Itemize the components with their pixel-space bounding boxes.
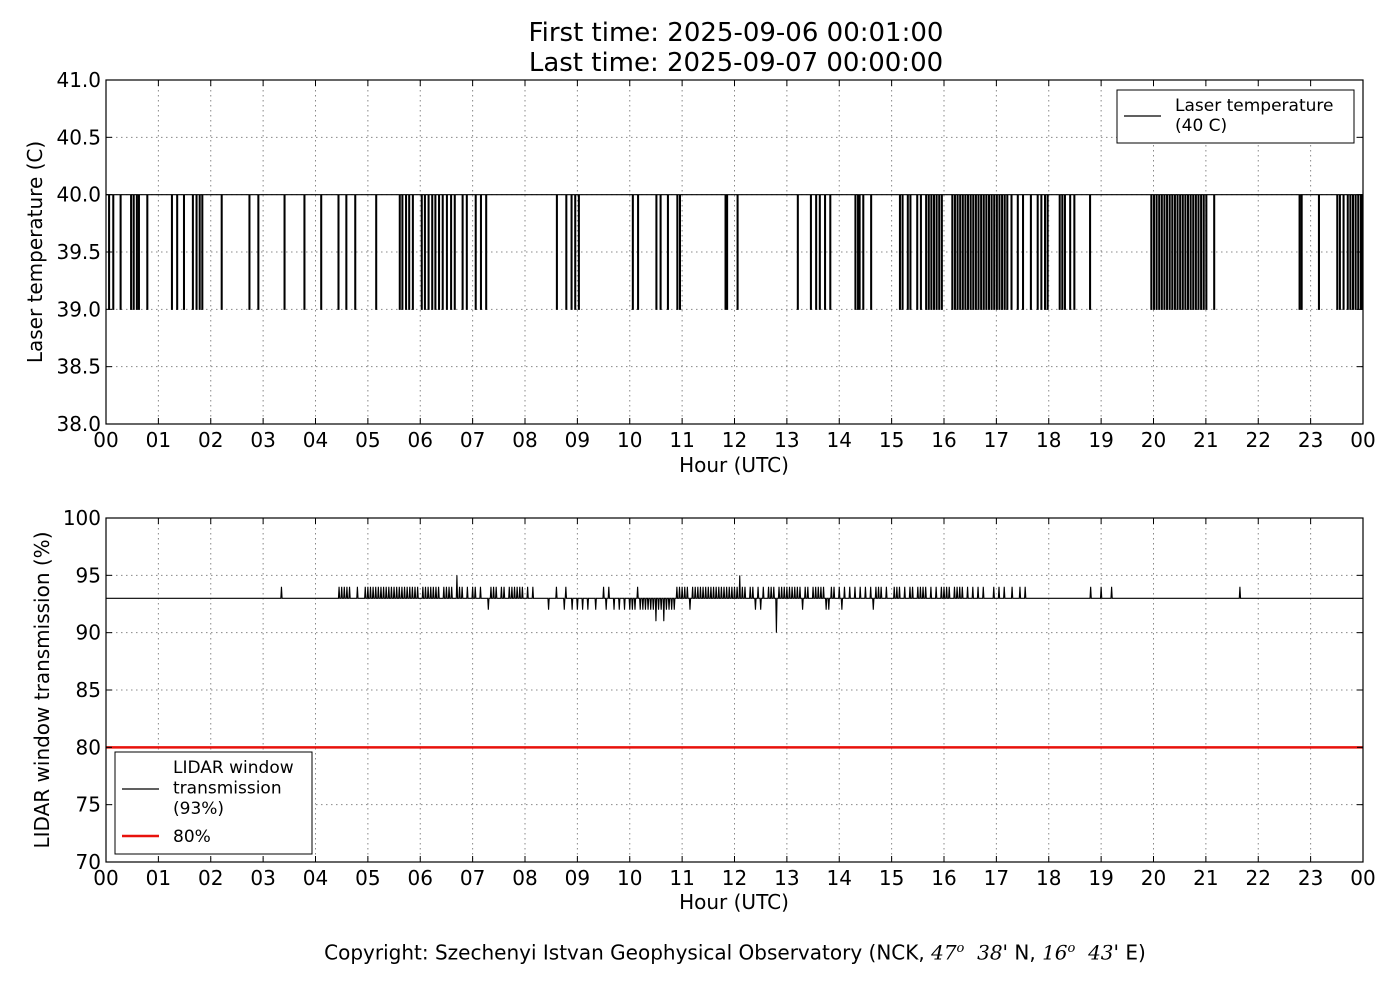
x-tick-label: 04: [303, 428, 328, 452]
x-tick-label: 14: [827, 866, 852, 890]
x-tick-label: 01: [146, 866, 171, 890]
x-tick-label: 03: [250, 866, 275, 890]
y-axis-label: Laser temperature (C): [23, 141, 47, 363]
copyright-footer: Copyright: Szechenyi Istvan Geophysical …: [0, 936, 1400, 966]
y-tick-label: 40.0: [56, 183, 101, 207]
x-tick-label: 08: [512, 428, 537, 452]
latitude-degrees: 47: [931, 940, 957, 965]
x-tick-label: 14: [827, 428, 852, 452]
longitude-degree-mark: o: [1067, 941, 1076, 956]
x-tick-label: 03: [250, 428, 275, 452]
y-tick-label: 39.0: [56, 297, 101, 321]
x-tick-label: 19: [1088, 866, 1113, 890]
x-tick-label: 06: [408, 428, 433, 452]
x-tick-label: 22: [1246, 866, 1271, 890]
x-tick-label: 17: [984, 866, 1009, 890]
window-transmission-series: [106, 575, 1363, 633]
legend-entry-label: 80%: [173, 827, 211, 847]
x-tick-label: 02: [198, 866, 223, 890]
y-tick-label: 85: [76, 678, 101, 702]
x-tick-label: 21: [1193, 866, 1218, 890]
x-tick-label: 17: [984, 428, 1009, 452]
x-tick-label: 23: [1298, 428, 1323, 452]
x-tick-label: 13: [774, 428, 799, 452]
laser-temperature-series: [106, 194, 1364, 310]
y-tick-label: 95: [76, 563, 101, 587]
x-tick-label: 16: [931, 866, 956, 890]
x-tick-label: 00: [93, 866, 118, 890]
x-tick-label: 07: [460, 428, 485, 452]
x-axis-label: Hour (UTC): [679, 890, 789, 914]
longitude-degrees: 16: [1042, 940, 1068, 965]
x-tick-label: 09: [565, 428, 590, 452]
x-tick-label: 18: [1036, 428, 1061, 452]
x-tick-label: 11: [669, 866, 694, 890]
chart-title-last-time: Last time: 2025-09-07 00:00:00: [528, 48, 944, 78]
legend-entry-label: (40 C): [1175, 116, 1227, 136]
x-tick-label: 09: [565, 866, 590, 890]
y-tick-label: 90: [76, 621, 101, 645]
x-tick-label: 12: [722, 866, 747, 890]
x-tick-label: 21: [1193, 428, 1218, 452]
x-tick-label: 04: [303, 866, 328, 890]
x-tick-label: 23: [1298, 866, 1323, 890]
x-tick-label: 00: [93, 428, 118, 452]
x-tick-label: 11: [669, 428, 694, 452]
latitude-degree-mark: o: [956, 941, 965, 956]
x-tick-label: 07: [460, 866, 485, 890]
y-tick-label: 75: [76, 793, 101, 817]
x-tick-label: 18: [1036, 866, 1061, 890]
x-tick-label: 12: [722, 428, 747, 452]
x-tick-label: 13: [774, 866, 799, 890]
x-tick-label: 08: [512, 866, 537, 890]
x-tick-label: 19: [1088, 428, 1113, 452]
y-axis-label: LIDAR window transmission (%): [30, 532, 54, 849]
y-tick-label: 38.5: [56, 355, 101, 379]
x-tick-label: 15: [879, 428, 904, 452]
latitude-suffix: ' N,: [1002, 940, 1043, 965]
x-tick-label: 00: [1350, 428, 1375, 452]
y-tick-label: 80: [76, 735, 101, 759]
chart-panel-1: 00 01 02 03 04 05 06 07 08 09 10 11 12 13 14 15 16 17 18 19…: [23, 68, 1376, 477]
x-tick-label: 00: [1350, 866, 1375, 890]
x-tick-label: 22: [1246, 428, 1271, 452]
x-tick-label: 05: [355, 428, 380, 452]
y-tick-label: 41.0: [56, 68, 101, 92]
x-tick-label: 16: [931, 428, 956, 452]
x-tick-label: 10: [617, 866, 642, 890]
y-tick-label: 70: [76, 850, 101, 874]
x-axis-label: Hour (UTC): [679, 453, 789, 477]
legend-entry-label: (93%): [173, 799, 224, 819]
x-tick-label: 05: [355, 866, 380, 890]
y-tick-label: 38.0: [56, 412, 101, 436]
x-tick-label: 15: [879, 866, 904, 890]
chart-title-first-time: First time: 2025-09-06 00:01:00: [528, 18, 944, 48]
legend-entry-label: transmission: [173, 779, 282, 799]
latitude-minutes: 38: [977, 940, 1003, 965]
legend-entry-label: LIDAR window: [173, 758, 294, 778]
x-tick-label: 06: [408, 866, 433, 890]
x-tick-label: 10: [617, 428, 642, 452]
legend-entry-label: Laser temperature: [1175, 96, 1333, 116]
y-tick-label: 100: [63, 506, 101, 530]
x-tick-label: 20: [1141, 428, 1166, 452]
longitude-minutes: 43: [1088, 940, 1114, 965]
chart-panel-2: 00 01 02 03 04 05 06 07 08 09 10 11 12 13 14 15 16 17 18 19…: [30, 506, 1376, 914]
y-tick-label: 40.5: [56, 125, 101, 149]
legend: Laser temperature(40 C): [1116, 89, 1355, 144]
x-tick-label: 02: [198, 428, 223, 452]
x-tick-label: 20: [1141, 866, 1166, 890]
y-tick-label: 39.5: [56, 240, 101, 264]
x-tick-label: 01: [146, 428, 171, 452]
copyright-prefix: Copyright: Szechenyi Istvan Geophysical …: [324, 940, 932, 965]
longitude-suffix: ' E): [1113, 940, 1146, 965]
